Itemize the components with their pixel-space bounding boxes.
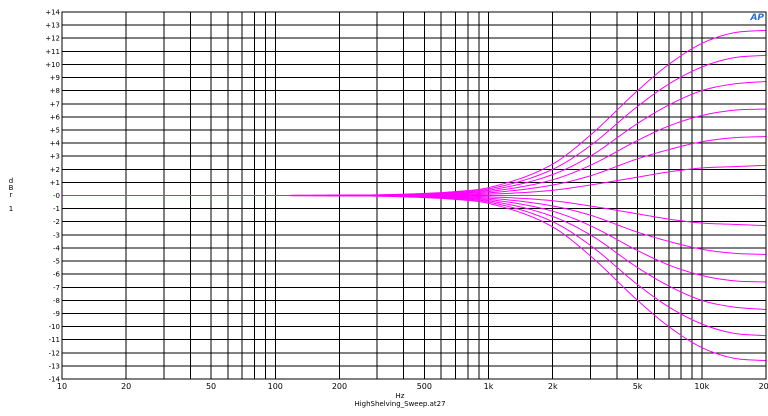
y-tick-label: +12 [45, 35, 60, 43]
x-tick-labels: 10 20 50 100 200 500 1k 2k 5k 10k 20k [57, 382, 768, 391]
y-tick-label: -12 [49, 349, 60, 357]
y-tick-label: +7 [50, 100, 60, 108]
x-tick-label: 20 [121, 382, 131, 391]
x-tick-label: 5k [633, 382, 643, 391]
y-tick-label: -2 [53, 218, 60, 226]
y-axis-label-char: r [10, 191, 13, 199]
y-tick-label: -8 [53, 297, 60, 305]
y-axis-label-char: d [9, 177, 13, 185]
x-tick-label: 10k [694, 382, 709, 391]
plot-frame [61, 11, 767, 380]
y-tick-label: -3 [53, 231, 60, 239]
y-tick-label: +14 [45, 9, 60, 17]
y-tick-label: -11 [49, 336, 60, 344]
x-tick-label: 100 [268, 382, 283, 391]
y-tick-label: +2 [50, 166, 60, 174]
y-tick-label: -7 [53, 284, 60, 292]
y-tick-label: -1 [53, 205, 60, 213]
y-tick-label: -6 [53, 271, 61, 279]
y-axis-label-char: 1 [9, 205, 13, 213]
y-tick-label: -4 [53, 244, 61, 252]
y-tick-label: +13 [45, 22, 60, 30]
series-group [62, 29, 767, 362]
y-axis-label: dBr 1 [9, 177, 14, 213]
y-tick-label: +11 [45, 48, 60, 56]
ap-logo: AP [749, 13, 764, 23]
x-tick-label: 10 [57, 382, 67, 391]
y-tick-label: +5 [50, 126, 60, 134]
y-tick-label: +3 [50, 153, 60, 161]
x-tick-label: 500 [417, 382, 432, 391]
y-tick-label: -5 [53, 258, 60, 266]
x-tick-label: 20k [759, 382, 768, 391]
y-tick-label: -10 [49, 323, 60, 331]
x-tick-label: 50 [206, 382, 216, 391]
y-tick-label: -13 [49, 362, 60, 370]
y-tick-label: -14 [49, 376, 61, 384]
x-tick-label: 200 [332, 382, 347, 391]
y-tick-label: +9 [50, 74, 60, 82]
y-tick-label: -0 [53, 192, 60, 200]
y-axis-label-char: B [9, 184, 14, 192]
file-name-label: HighShelving_Sweep.at27 [354, 400, 445, 408]
series-line-12 [62, 195, 767, 362]
y-tick-label: +1 [50, 179, 60, 187]
y-tick-label: +6 [50, 113, 61, 121]
y-tick-labels: +14 +13 +12 +11 +10 +9 +8 +7 +6 +5 +4 +3 +2 +1 -0 -1 -2 -… [45, 9, 60, 384]
x-tick-label: 1k [484, 382, 494, 391]
y-tick-label: +4 [50, 140, 61, 148]
y-tick-label: +8 [50, 87, 60, 95]
y-tick-label: +10 [45, 61, 60, 69]
x-axis-label: Hz [396, 392, 405, 400]
x-tick-label: 2k [548, 382, 558, 391]
y-tick-label: -9 [53, 310, 60, 318]
